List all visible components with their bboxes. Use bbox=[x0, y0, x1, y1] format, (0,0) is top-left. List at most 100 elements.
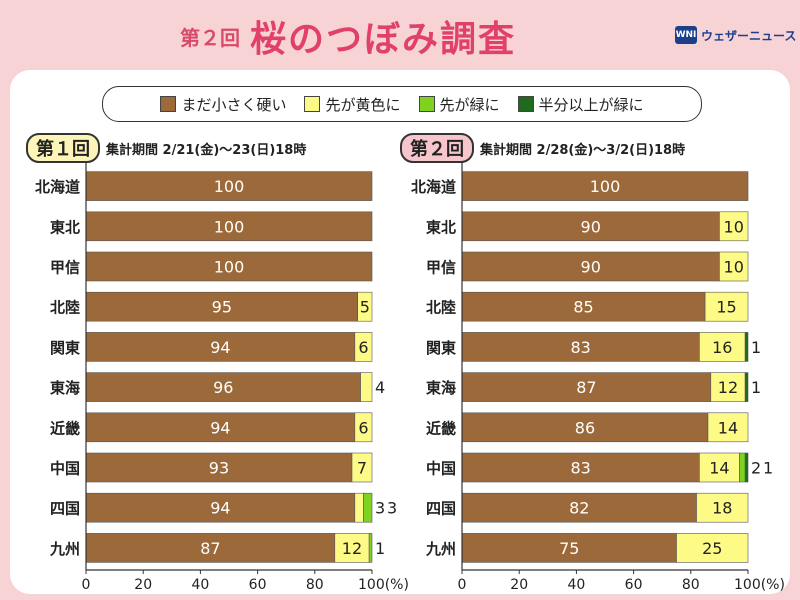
bar-value-label: 100 bbox=[214, 217, 245, 236]
bar-segment bbox=[85, 533, 336, 563]
bar-segment bbox=[85, 372, 361, 402]
x-tick-label: 40 bbox=[191, 577, 209, 593]
bar-segment bbox=[357, 291, 373, 322]
bar-value-label: 4 bbox=[375, 378, 385, 397]
bar-segment bbox=[354, 332, 373, 362]
panel-1-period: 集計期間 2/21(金)～23(日)18時 bbox=[106, 142, 307, 158]
panel-2-period: 集計期間 2/28(金)～3/2(日)18時 bbox=[480, 142, 686, 158]
bar-value-label: 14 bbox=[709, 459, 729, 478]
bar-segment bbox=[696, 492, 749, 523]
chart-legend: まだ小さく硬い 先が黄色に 先が緑に 半分以上が緑に bbox=[102, 86, 702, 122]
bar-value-label: 16 bbox=[712, 338, 732, 357]
legend-label: 先が緑に bbox=[439, 95, 500, 114]
category-label: 中国 bbox=[50, 460, 80, 478]
header-title: 第２回 桜のつぼみ調査 bbox=[180, 8, 516, 64]
x-tick-label: 0 bbox=[82, 577, 91, 593]
bar-segment bbox=[461, 492, 697, 523]
bar-value-label: 95 bbox=[212, 298, 232, 317]
bar-segment bbox=[744, 372, 749, 402]
bar-value-label: 10 bbox=[724, 258, 744, 277]
bar-segment bbox=[354, 412, 373, 443]
category-label: 四国 bbox=[426, 500, 456, 518]
brand-logo: WNI ウェザーニュース bbox=[675, 26, 796, 44]
panel-1-badge: 第１回 bbox=[26, 133, 100, 163]
bar-value-label: 10 bbox=[724, 217, 744, 236]
wni-logo-icon: WNI bbox=[675, 26, 697, 44]
x-tick-label: 0 bbox=[458, 577, 467, 593]
panel-2-header: 第２回 集計期間 2/28(金)～3/2(日)18時 bbox=[400, 133, 685, 163]
bar-segment bbox=[719, 251, 749, 282]
bar-segment bbox=[461, 211, 720, 242]
category-label: 東海 bbox=[50, 379, 80, 397]
category-label: 関東 bbox=[426, 339, 456, 357]
bar-value-label: 100 bbox=[214, 258, 245, 277]
bar-value-label: 83 bbox=[571, 459, 591, 478]
bar-value-label: 1 bbox=[375, 539, 385, 558]
page-title: 桜のつぼみ調査 bbox=[250, 19, 517, 60]
category-label: 北陸 bbox=[50, 299, 80, 317]
bar-value-label: 12 bbox=[342, 539, 362, 558]
x-tick-label: 80 bbox=[682, 577, 700, 593]
bar-value-label: 3 bbox=[375, 499, 385, 518]
bar-value-label: 82 bbox=[569, 499, 589, 518]
x-tick-label: 20 bbox=[134, 577, 152, 593]
bar-segment bbox=[719, 211, 749, 242]
legend-swatch bbox=[418, 96, 435, 112]
bar-value-label: 14 bbox=[718, 418, 738, 437]
bar-segment bbox=[368, 533, 373, 563]
legend-swatch bbox=[304, 96, 321, 112]
x-tick-label: 100(%) bbox=[358, 577, 409, 593]
bar-value-label: 12 bbox=[718, 378, 738, 397]
bar-value-label: 15 bbox=[716, 298, 736, 317]
bar-segment bbox=[739, 452, 746, 483]
bar-value-label: 25 bbox=[702, 539, 722, 558]
legend-swatch bbox=[517, 96, 534, 112]
legend-label: まだ小さく硬い bbox=[181, 95, 287, 114]
bar-segment bbox=[707, 412, 749, 443]
category-label: 近畿 bbox=[426, 419, 456, 437]
bar-segment bbox=[676, 533, 749, 563]
bar-value-label: 1 bbox=[763, 459, 773, 478]
round-label: 第２回 bbox=[180, 25, 240, 50]
panel-2-badge: 第２回 bbox=[400, 133, 474, 163]
legend-label: 先が黄色に bbox=[325, 95, 401, 114]
bar-segment bbox=[461, 251, 720, 282]
legend-label: 半分以上が緑に bbox=[538, 95, 644, 114]
x-tick-label: 100(%) bbox=[734, 577, 785, 593]
panel-1-header: 第１回 集計期間 2/21(金)～23(日)18時 bbox=[26, 133, 306, 163]
category-label: 北海道 bbox=[35, 178, 80, 196]
x-tick-label: 60 bbox=[249, 577, 267, 593]
bar-segment bbox=[334, 533, 370, 563]
bar-value-label: 87 bbox=[576, 378, 596, 397]
bar-segment bbox=[461, 372, 712, 402]
legend-item: 半分以上が緑に bbox=[517, 94, 644, 115]
category-label: 北陸 bbox=[426, 299, 456, 317]
bar-value-label: 90 bbox=[581, 258, 601, 277]
bar-value-label: 87 bbox=[200, 539, 220, 558]
bar-segment bbox=[85, 412, 356, 443]
bar-value-label: 100 bbox=[590, 177, 621, 196]
category-label: 九州 bbox=[49, 540, 80, 558]
bar-value-label: 1 bbox=[751, 378, 761, 397]
category-label: 甲信 bbox=[50, 259, 80, 277]
bar-segment bbox=[744, 452, 749, 483]
legend-item: まだ小さく硬い bbox=[160, 94, 286, 115]
brand-name: ウェザーニュース bbox=[701, 28, 797, 43]
x-tick-label: 60 bbox=[625, 577, 643, 593]
bar-segment bbox=[85, 251, 373, 282]
bar-segment bbox=[85, 171, 373, 201]
bar-segment bbox=[710, 372, 746, 402]
bar-segment bbox=[351, 452, 373, 483]
bar-value-label: 6 bbox=[358, 418, 368, 437]
bar-value-label: 1 bbox=[751, 338, 761, 357]
bar-segment bbox=[699, 332, 746, 362]
bar-value-label: 2 bbox=[751, 459, 761, 478]
bar-value-label: 75 bbox=[559, 539, 579, 558]
category-label: 関東 bbox=[50, 339, 80, 357]
bar-segment bbox=[461, 412, 709, 443]
category-label: 近畿 bbox=[50, 419, 80, 437]
bar-value-label: 83 bbox=[571, 338, 591, 357]
x-tick-label: 20 bbox=[510, 577, 528, 593]
bar-value-label: 6 bbox=[358, 338, 368, 357]
bar-value-label: 5 bbox=[360, 298, 370, 317]
